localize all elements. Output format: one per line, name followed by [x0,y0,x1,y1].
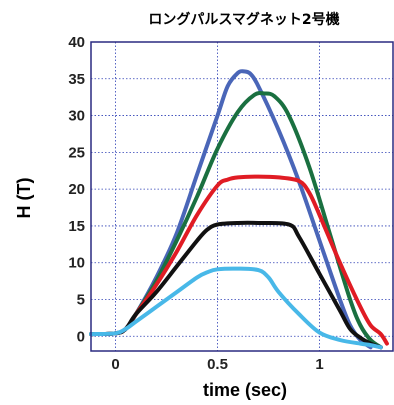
series-group [89,69,389,350]
chart-title: ロングパルスマグネット2号機 [148,11,339,28]
y-tick-labels: 0 5 10 15 20 25 30 35 40 [68,34,85,345]
y-tick-label: 5 [77,292,85,309]
x-tick-label: 0 [111,356,119,373]
x-axis-label: time (sec) [203,380,287,400]
y-tick-label: 0 [77,328,85,345]
y-tick-label: 15 [68,218,85,235]
x-tick-label: 0.5 [207,356,228,373]
y-axis-label: H (T) [14,178,34,219]
y-tick-label: 10 [68,255,85,272]
y-tick-label: 35 [68,71,85,88]
y-tick-label: 40 [68,34,85,51]
y-tick-label: 30 [68,108,85,125]
series-line-4 [89,220,383,350]
y-tick-label: 25 [68,144,85,161]
x-tick-labels: 0 0.5 1 [111,356,323,373]
series-line-5 [89,266,383,350]
x-tick-label: 1 [315,356,323,373]
series-line-1 [89,69,373,350]
grid-lines [91,41,393,351]
y-tick-label: 20 [68,181,85,198]
plot-frame [90,41,394,352]
